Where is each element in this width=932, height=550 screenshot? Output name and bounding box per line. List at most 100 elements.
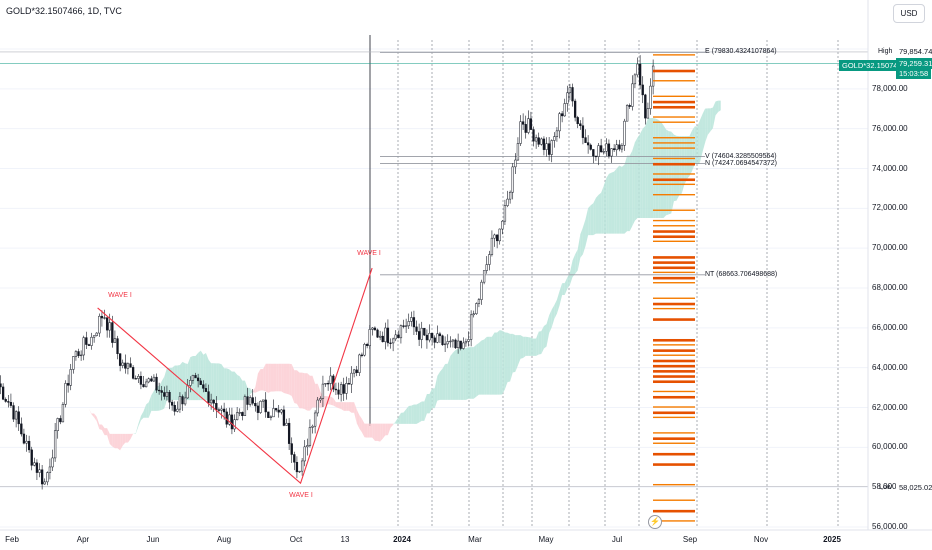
cloud-segment [356,409,360,429]
candle-body [329,375,332,384]
time-tick-label: Oct [289,535,303,544]
cloud-segment [447,356,451,400]
candle-body [625,105,629,122]
profile-bar [653,121,695,123]
cloud-segment [177,364,180,401]
cloud-segment [276,363,279,392]
candle-body [571,87,574,102]
profile-bar [653,157,695,160]
candle-body [108,322,111,331]
candle-body [641,84,644,96]
cloud-segment [159,381,162,411]
profile-bar [653,307,695,310]
price-axis[interactable]: 78,000.00 76,000.00 74,000.00 72,000.00 70,0… [868,40,932,531]
candle-body [303,446,306,462]
cloud-segment [629,150,633,232]
cloud-segment [86,403,89,409]
candle-body [498,228,501,242]
cloud-segment [130,433,134,440]
candle-body [475,303,478,315]
cloud-segment [117,433,121,451]
current-symbol-tag: GOLD*32.1507466 [839,60,909,71]
candle-body [129,363,132,368]
cloud-segment [78,394,82,402]
currency-selector[interactable]: USD [893,4,925,23]
cloud-segment [437,371,440,401]
candle-body [196,377,200,382]
profile-bar [653,225,695,227]
wave-label-1: WAVE I [108,292,132,299]
cloud-segment [390,423,394,428]
profile-bar [653,240,695,242]
cloud-segment [68,385,71,392]
candle-body [17,411,20,425]
candle-body [0,383,2,388]
cloud-segment [112,433,115,449]
cloud-segment [559,283,563,306]
cloud-segment [562,283,565,296]
candle-body [90,336,93,346]
time-tick-label: Sep [682,535,698,544]
symbol-title[interactable]: GOLD*32.1507466, 1D, TVC [6,6,122,16]
candle-body [40,469,44,485]
cloud-segment [281,363,284,393]
cloud-segment [234,371,238,401]
cloud-segment [104,428,108,436]
candle-body [139,376,143,385]
cloud-segment [528,337,531,356]
cloud-segment [507,332,511,383]
candle-body [553,136,556,141]
cloud-segment [398,412,401,424]
cloud-segment [611,171,615,234]
cloud-segment [619,165,622,234]
cloud-segment [673,134,677,202]
profile-bar [653,354,695,356]
candle-body [631,83,634,107]
profile-bar [653,162,695,166]
cloud-segment [478,340,482,395]
cloud-segment [172,365,175,401]
cloud-segment [650,118,654,218]
candle-body [545,143,548,150]
candle-body [407,321,410,327]
cloud-segment [614,168,617,234]
cloud-segment [473,344,477,399]
candle-body [25,440,28,444]
candle-body [306,445,309,448]
cloud-segment [312,375,316,408]
cloud-segment [621,164,625,234]
profile-bar [653,395,695,399]
cloud-segment [244,380,248,401]
candle-body [355,369,358,373]
candle-body [365,344,369,346]
cloud-segment [640,128,643,218]
cloud-segment [458,348,461,400]
candle-body [443,343,447,346]
current-price-tag: 79,259.31 [896,58,932,69]
cloud-segment [543,324,547,349]
candle-body [480,281,483,300]
profile-bar [653,349,695,352]
candle-body [602,151,605,153]
time-tick-label: Mar [468,535,482,544]
cloud-segment [489,336,492,395]
cloud-segment [588,205,591,236]
cloud-segment [632,142,635,227]
candle-body [233,419,236,430]
price-tick-label: 66,000.00 [872,322,908,332]
cloud-segment [146,402,149,418]
axis-border [0,0,932,531]
candle-body [623,120,626,146]
cloud-segment [302,372,305,410]
cloud-segment [679,136,682,196]
cloud-segment [114,433,118,449]
profile-bar [653,359,695,363]
candle-body [267,411,270,418]
candle-body [360,354,364,356]
wave-label-2: WAVE I [289,492,313,499]
candle-body [277,409,280,413]
candle-body [35,462,39,473]
cloud-segment [606,173,609,234]
lightning-icon[interactable]: ⚡ [648,515,662,529]
